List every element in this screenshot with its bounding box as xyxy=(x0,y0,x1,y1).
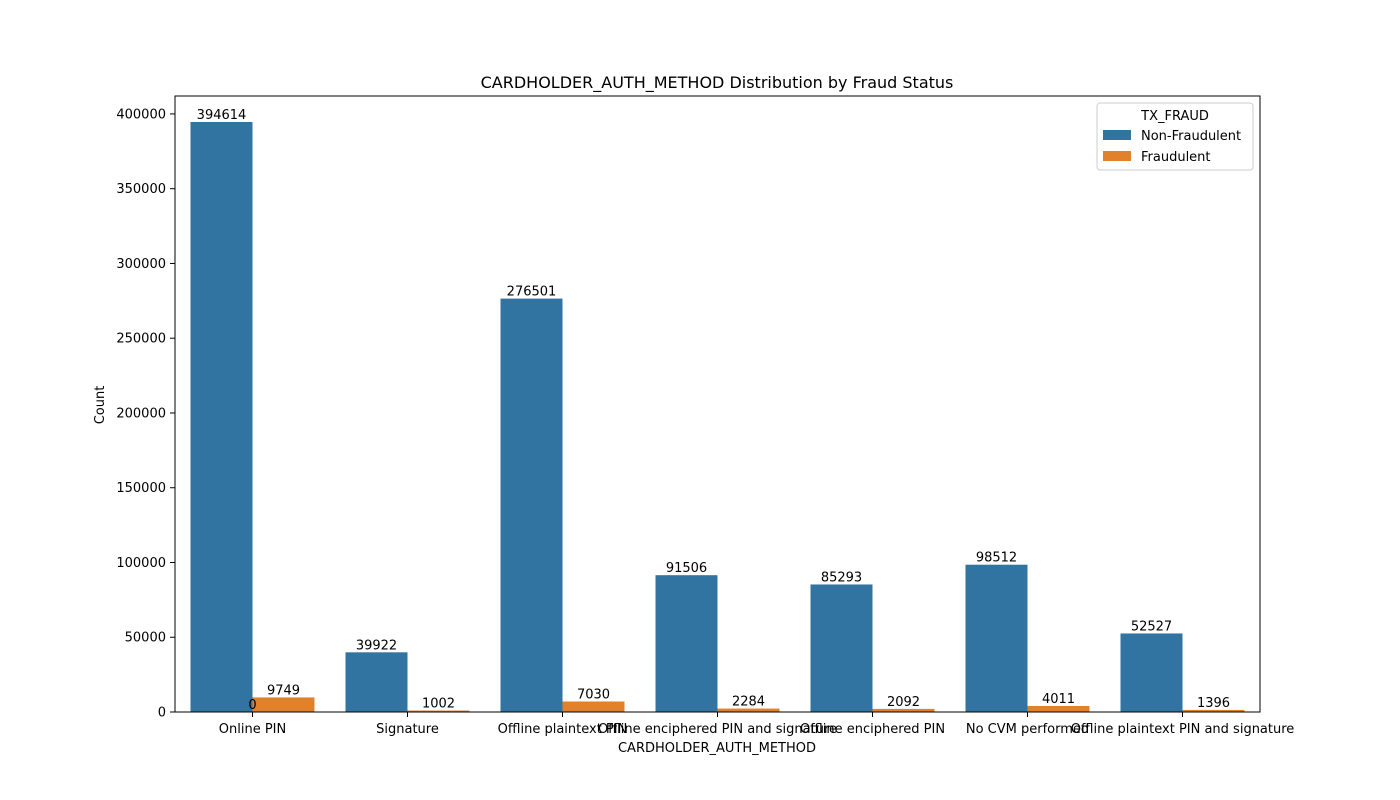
legend-swatch-fraudulent xyxy=(1103,151,1131,161)
bar-fraudulent xyxy=(717,708,780,712)
bar-fraudulent xyxy=(1182,709,1245,712)
y-axis-label: Count xyxy=(93,386,108,425)
bar-value-label: 276501 xyxy=(507,285,557,300)
bar-value-label: 2284 xyxy=(732,695,765,710)
x-tick-label: Offline plaintext PIN xyxy=(498,722,628,737)
bar-non-fraudulent xyxy=(345,652,408,712)
x-axis-label: CARDHOLDER_AUTH_METHOD xyxy=(618,741,816,756)
bar-value-label: 85293 xyxy=(821,570,862,585)
y-tick-label: 400000 xyxy=(116,107,166,122)
legend-entry-non-fraudulent: Non-Fraudulent xyxy=(1141,129,1241,144)
x-tick-label: No CVM performed xyxy=(966,722,1089,737)
bar-value-label: 7030 xyxy=(577,687,610,702)
bar-non-fraudulent xyxy=(500,298,563,712)
bar-fraudulent xyxy=(407,710,470,712)
bar-fraudulent xyxy=(872,708,935,712)
bar-value-label: 39922 xyxy=(356,638,397,653)
legend-entry-fraudulent: Fraudulent xyxy=(1141,150,1211,165)
bar-non-fraudulent xyxy=(655,575,718,712)
x-tick-label: Signature xyxy=(376,722,439,737)
y-tick-label: 300000 xyxy=(116,257,166,272)
bar-value-label: 394614 xyxy=(197,108,247,123)
bar-non-fraudulent xyxy=(965,564,1028,712)
bar-value-label: 52527 xyxy=(1131,619,1172,634)
bar-value-label: 98512 xyxy=(976,551,1017,566)
y-tick-label: 250000 xyxy=(116,332,166,347)
bar-value-label: 91506 xyxy=(666,561,707,576)
x-tick-label: Offline plaintext PIN and signature xyxy=(1071,722,1295,737)
bar-value-label: 1002 xyxy=(422,697,455,712)
bar-non-fraudulent xyxy=(190,121,253,712)
bar-value-label: 1396 xyxy=(1197,696,1230,711)
bar-non-fraudulent xyxy=(810,584,873,712)
bar-value-label: 4011 xyxy=(1042,692,1075,707)
y-tick-label: 0 xyxy=(158,706,166,721)
legend-box xyxy=(1096,102,1254,171)
x-tick-label: Online PIN xyxy=(219,722,286,737)
y-tick-label: 200000 xyxy=(116,406,166,421)
bar-non-fraudulent xyxy=(1120,633,1183,712)
x-tick-label: Offline enciphered PIN and signature xyxy=(598,722,837,737)
bar-value-label: 9749 xyxy=(267,683,300,698)
plot-area: 0 50000 100000 150000 200000 250000 300000 3500… xyxy=(116,95,1295,737)
chart-title: CARDHOLDER_AUTH_METHOD Distribution by F… xyxy=(481,73,954,93)
y-tick-label: 350000 xyxy=(116,182,166,197)
legend: TX_FRAUD Non-Fraudulent Fraudulent xyxy=(1096,102,1254,171)
y-tick-label: 100000 xyxy=(116,556,166,571)
plot-frame xyxy=(174,95,1261,713)
bar-fraudulent xyxy=(252,697,315,712)
y-tick-label: 50000 xyxy=(125,631,166,646)
legend-swatch-non-fraudulent xyxy=(1103,130,1131,140)
bar-fraudulent xyxy=(562,701,625,712)
x-tick-label: Offline enciphered PIN xyxy=(800,722,945,737)
y-tick-label: 150000 xyxy=(116,481,166,496)
zero-annotation-label: 0 xyxy=(248,698,256,713)
legend-title: TX_FRAUD xyxy=(1140,109,1209,124)
bar-fraudulent xyxy=(1027,706,1090,712)
bar-value-label: 2092 xyxy=(887,695,920,710)
